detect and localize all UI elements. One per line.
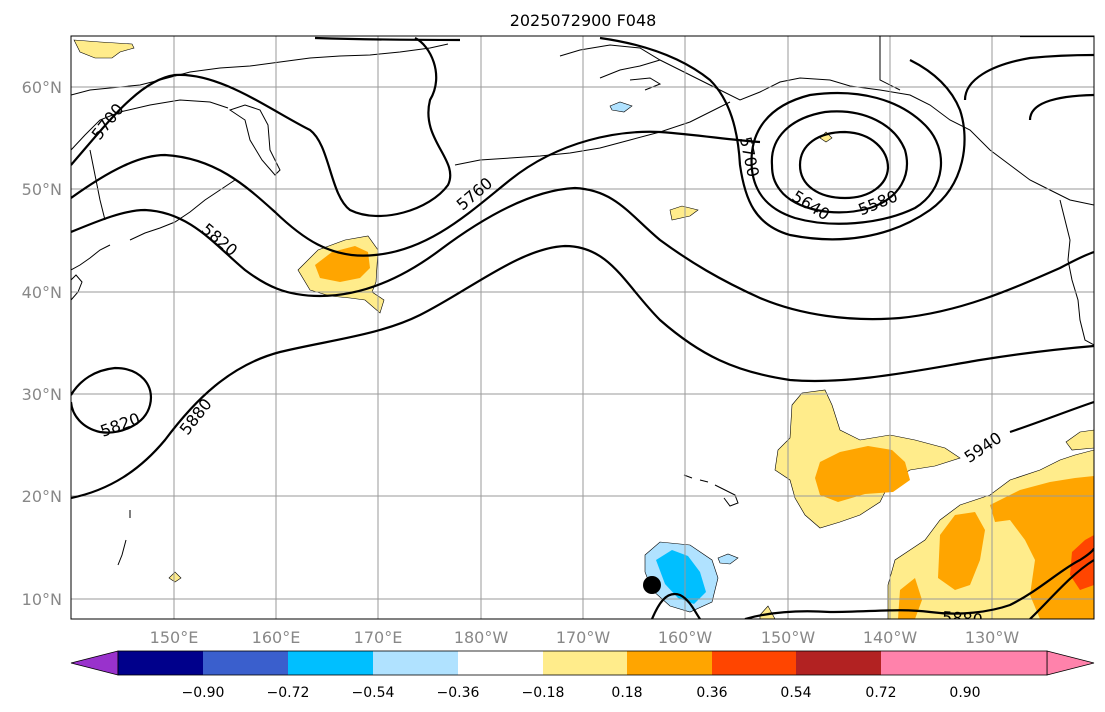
shade-red-southeast — [1070, 535, 1094, 590]
colorbar-segment-10 — [881, 651, 965, 675]
lon-tick-130w: 130°W — [965, 628, 1020, 647]
lat-tick-10: 10°N — [22, 590, 62, 609]
shade-orange-southeast-1 — [938, 512, 985, 590]
height-contours — [71, 36, 1094, 619]
lat-tick-60: 60°N — [22, 78, 62, 97]
storm-position-marker — [643, 576, 661, 594]
colorbar-segment-1 — [118, 651, 203, 675]
shade-lightblue-small-2 — [609, 101, 633, 113]
lat-tick-40: 40°N — [22, 283, 62, 302]
lat-tick-20: 20°N — [22, 487, 62, 506]
colorbar-segment-2 — [203, 651, 288, 675]
shade-yellow-small-1 — [669, 205, 699, 221]
shade-orange-southeast-2 — [990, 476, 1094, 619]
contour-5820-loop-west — [71, 366, 153, 434]
cb-tick-1: −0.90 — [182, 685, 225, 701]
lon-tick-160e: 160°E — [252, 628, 301, 647]
cb-tick-3: −0.54 — [352, 685, 395, 701]
coast-sakhalin-kurils — [89, 149, 236, 241]
contour-5820-east — [963, 36, 1094, 121]
contour-5820-north — [71, 186, 1094, 321]
lon-tick-150w: 150°W — [761, 628, 816, 647]
contour-5580-inner — [798, 130, 890, 200]
contour-label-5880-south: 5880 — [941, 608, 983, 630]
shade-yellow-small-3 — [168, 571, 182, 583]
colorbar-segment-7 — [627, 651, 712, 675]
map-area: 5700 5760 5820 5700 5640 5580 5820 5880 … — [71, 36, 1094, 630]
colorbar-segment-6 — [543, 651, 627, 675]
contour-se-extra — [1029, 559, 1094, 619]
lon-tick-160w: 160°W — [658, 628, 713, 647]
lon-tick-150e: 150°E — [150, 628, 199, 647]
cb-tick-10: 0.90 — [949, 685, 980, 701]
colorbar-segment-9 — [796, 651, 881, 675]
shade-orange-central — [815, 446, 910, 502]
lon-tick-170e: 170°E — [354, 628, 403, 647]
cb-tick-6: 0.18 — [611, 685, 642, 701]
lon-tick-140w: 140°W — [863, 628, 918, 647]
shade-yellow-topleft — [73, 39, 135, 59]
coast-kamchatka — [228, 104, 281, 176]
coast-na-west — [1059, 199, 1094, 346]
contour-5700-west — [71, 37, 452, 218]
colorbar-segment-5 — [458, 651, 543, 675]
contour-5940 — [1009, 400, 1094, 434]
cb-tick-5: −0.18 — [522, 685, 565, 701]
contour-5880-north — [71, 244, 1094, 500]
colorbar-segment-4 — [373, 651, 458, 675]
contour-5880-south — [744, 547, 1094, 619]
cb-tick-2: −0.72 — [267, 685, 310, 701]
shade-lightblue-small-1 — [717, 553, 739, 565]
cb-tick-4: −0.36 — [437, 685, 480, 701]
colorbar-segment-11 — [965, 651, 1047, 675]
contour-5640 — [750, 91, 943, 225]
coast-japan — [71, 244, 111, 301]
contour-5760 — [71, 130, 761, 257]
colorbar-frame — [117, 650, 1048, 676]
coast-aleutians — [454, 101, 731, 166]
colorbar-left-arrow — [70, 650, 119, 676]
colorbar-segment-3 — [288, 651, 373, 675]
colorbar-right-arrow — [1046, 650, 1095, 676]
colorbar — [70, 650, 1095, 676]
coast-okhotsk — [71, 99, 229, 151]
shade-yellow-edge-east — [1065, 429, 1094, 451]
lon-tick-170w: 170°W — [556, 628, 611, 647]
cb-tick-7: 0.36 — [696, 685, 727, 701]
lat-tick-50: 50°N — [22, 180, 62, 199]
latitude-ticks: 60°N 50°N 40°N 30°N 20°N 10°N — [22, 78, 62, 609]
lon-tick-180w: 180°W — [454, 628, 509, 647]
contour-5700-east — [314, 36, 966, 241]
shade-blue-south — [656, 550, 706, 604]
cb-tick-9: 0.72 — [865, 685, 896, 701]
cb-tick-8: 0.54 — [780, 685, 811, 701]
shaded-anomaly-regions — [73, 39, 1094, 619]
colorbar-ticks: −0.90 −0.72 −0.54 −0.36 −0.18 0.18 0.36 … — [182, 685, 981, 701]
contour-south-tail — [650, 592, 701, 619]
contour-5580 — [770, 110, 909, 214]
lat-tick-30: 30°N — [22, 385, 62, 404]
longitude-ticks: 150°E 160°E 170°E 180°W 170°W 160°W 150°… — [150, 628, 1020, 647]
colorbar-segment-8 — [712, 651, 796, 675]
map-frame — [70, 35, 1095, 620]
coast-islands-west — [117, 510, 131, 566]
map-title: 2025072900 F048 — [510, 11, 657, 30]
